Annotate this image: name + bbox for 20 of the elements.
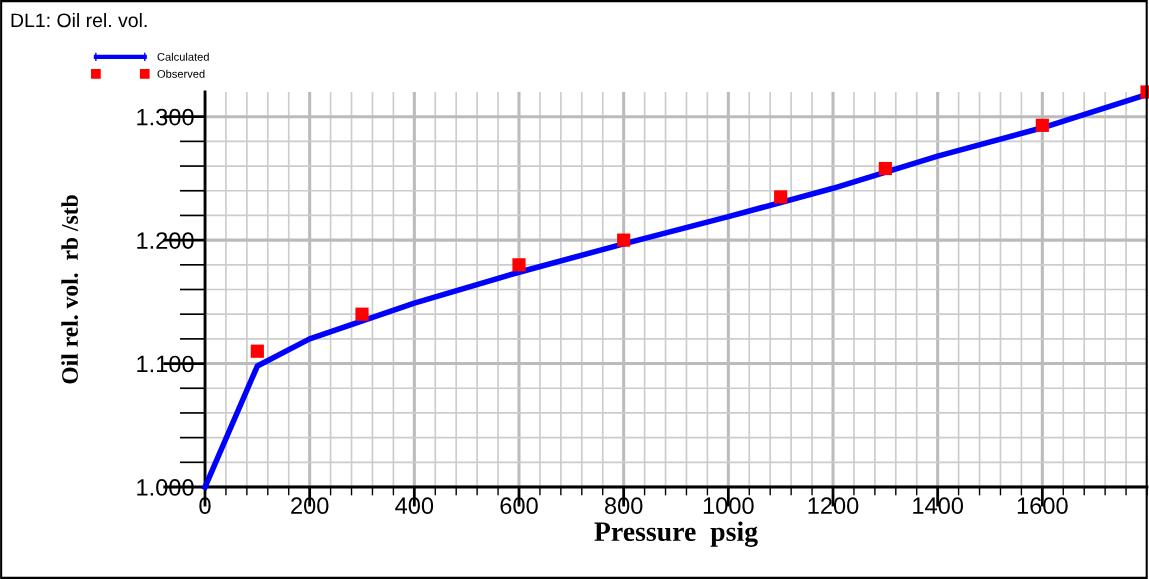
- point: [512, 258, 526, 272]
- legend-label: Observed: [157, 69, 205, 78]
- x-axis-title: Pressure psig: [594, 521, 758, 547]
- x-tick-label: 1000: [703, 497, 754, 515]
- legend-label: Calculated: [157, 52, 209, 61]
- point: [774, 190, 788, 204]
- x-tick-label: 600: [500, 497, 538, 515]
- y-axis-title: Oil rel. vol. rb /stb: [61, 195, 79, 384]
- x-tick-label: 1200: [808, 497, 859, 515]
- point: [355, 307, 369, 321]
- x-tick-label: 200: [291, 497, 329, 515]
- x-tick-label: 800: [605, 497, 643, 515]
- point: [250, 344, 264, 358]
- chart-title: DL1: Oil rel. vol.: [11, 12, 147, 28]
- x-tick-label: 400: [395, 497, 434, 515]
- point: [617, 233, 631, 247]
- point: [1035, 118, 1049, 132]
- x-tick-label: 1400: [913, 497, 964, 515]
- point: [878, 161, 892, 176]
- x-tick-label: 1600: [1017, 497, 1068, 515]
